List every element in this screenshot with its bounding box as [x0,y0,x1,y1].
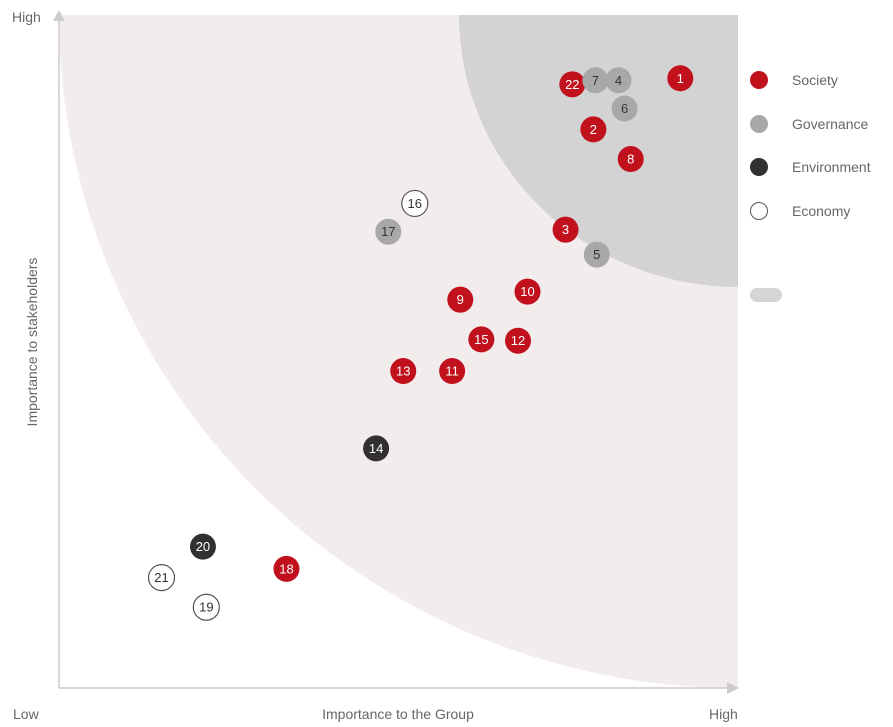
point-label: 19 [199,600,213,615]
point-marker [611,95,638,122]
data-point-5: 5 [583,241,610,268]
data-point-22: 22 [559,71,586,98]
point-marker [447,286,474,313]
point-label: 14 [369,441,383,456]
governance-swatch-icon [750,115,768,133]
point-label: 20 [196,539,210,554]
legend-item-governance: Governance [748,113,868,135]
point-label: 16 [408,196,422,211]
society-swatch-icon [750,71,768,89]
priority-zone-swatch-icon [750,288,782,302]
point-label: 15 [474,332,488,347]
point-marker [580,116,607,143]
point-label: 5 [593,247,600,262]
data-point-9: 9 [447,286,474,313]
legend-label: Society [792,72,838,88]
point-label: 6 [621,101,628,116]
point-label: 7 [592,73,599,88]
y-axis-arrow [53,10,65,21]
legend-label: Governance [792,116,869,132]
point-label: 1 [677,71,684,86]
legend-item-environment: Environment [748,156,871,178]
y-axis-title: Importance to stakeholders [24,258,40,427]
point-marker [363,435,390,462]
point-label: 21 [154,570,168,585]
point-label: 8 [627,152,634,167]
data-point-2: 2 [580,116,607,143]
legend-item-society: Society [748,69,838,91]
data-point-1: 1 [667,65,694,92]
legend-label: Economy [792,203,851,219]
point-label: 2 [590,122,597,137]
point-marker [605,67,632,94]
legend-label: Environment [792,159,871,175]
data-point-11: 11 [439,358,466,385]
data-point-7: 7 [582,67,609,94]
data-point-15: 15 [468,326,495,353]
point-marker [390,358,417,385]
point-marker [617,146,644,173]
point-marker [439,358,466,385]
environment-swatch-icon [750,158,768,176]
x-axis-arrow [727,682,739,694]
point-marker [559,71,586,98]
x-axis-low-label: Low [13,706,40,722]
point-marker [667,65,694,92]
point-marker [583,241,610,268]
data-point-6: 6 [611,95,638,122]
point-label: 17 [381,224,395,239]
point-marker [273,555,300,582]
data-point-13: 13 [390,358,417,385]
x-axis-title: Importance to the Group [322,706,474,722]
x-axis-high-label: High [709,706,738,722]
point-marker [192,593,220,621]
data-point-16: 16 [401,189,429,218]
data-point-21: 21 [147,564,176,592]
point-label: 18 [279,561,293,576]
y-axis-high-label: High [12,9,41,25]
point-marker [582,67,609,94]
point-marker [514,278,541,305]
legend-item-economy: Economy [748,200,850,222]
point-label: 9 [457,292,464,307]
data-point-19: 19 [192,593,220,621]
point-marker [147,564,176,592]
data-point-8: 8 [617,146,644,173]
point-label: 10 [520,284,534,299]
point-label: 4 [615,73,622,88]
data-point-20: 20 [189,533,216,560]
data-point-18: 18 [273,555,300,582]
point-marker [401,189,429,218]
data-point-17: 17 [375,218,402,245]
point-label: 11 [445,364,459,379]
point-marker [189,533,216,560]
point-marker [552,216,579,243]
data-point-14: 14 [363,435,390,462]
point-label: 12 [511,333,525,348]
point-marker [505,327,532,354]
economy-swatch-icon [750,202,768,220]
point-marker [375,218,402,245]
data-point-10: 10 [514,278,541,305]
point-label: 22 [565,77,579,92]
data-point-4: 4 [605,67,632,94]
point-label: 13 [396,364,410,379]
data-point-12: 12 [505,327,532,354]
point-marker [468,326,495,353]
point-label: 3 [562,222,569,237]
data-point-3: 3 [552,216,579,243]
